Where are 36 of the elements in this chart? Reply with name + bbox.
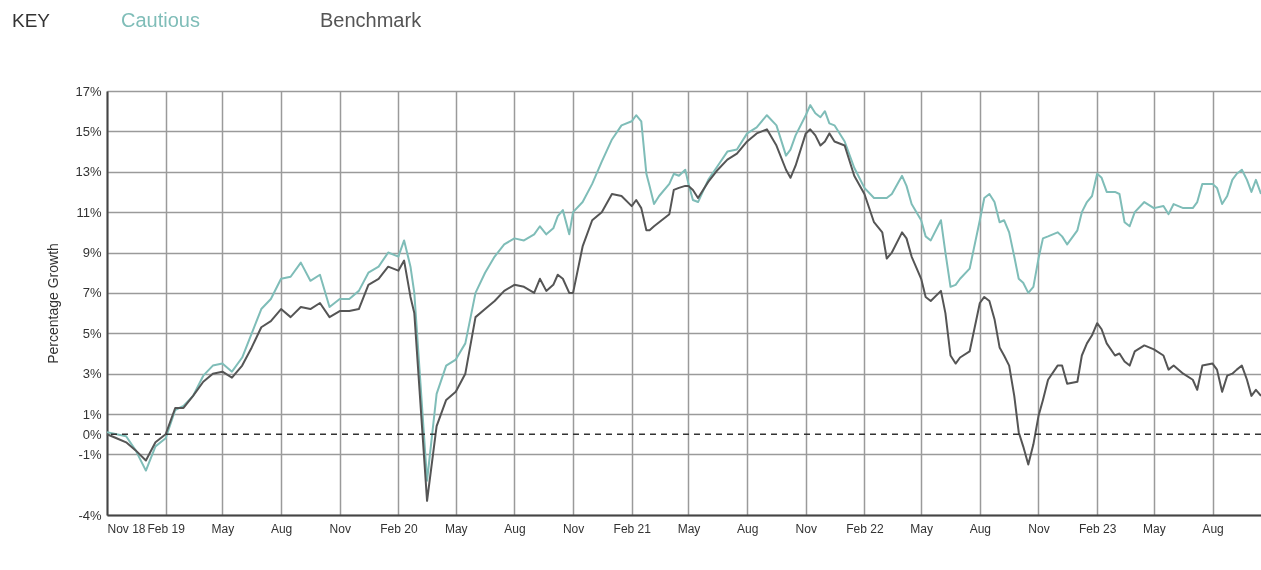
x-tick-label: Aug bbox=[504, 521, 526, 536]
x-tick-label: Feb 20 bbox=[380, 521, 418, 536]
y-tick-label: 13% bbox=[75, 164, 102, 180]
x-tick-label: Feb 19 bbox=[147, 521, 186, 536]
x-tick-label: Feb 22 bbox=[846, 521, 884, 536]
legend-title: KEY bbox=[12, 10, 51, 31]
y-tick-label: 11% bbox=[76, 204, 102, 220]
y-tick-label: 5% bbox=[82, 325, 102, 341]
y-tick-label: 3% bbox=[82, 366, 102, 382]
text: Benchmark bbox=[320, 9, 423, 31]
x-tick-label: May bbox=[910, 521, 934, 536]
x-tick-label: May bbox=[211, 521, 235, 536]
x-tick-label: May bbox=[677, 521, 701, 536]
x-tick-label: Nov bbox=[562, 521, 585, 536]
y-tick-label: 17% bbox=[75, 83, 102, 99]
y-tick-label: 1% bbox=[82, 406, 102, 422]
x-tick-label: Nov bbox=[1028, 521, 1050, 536]
x-tick-label: May bbox=[1143, 521, 1166, 536]
x-tick-label: Aug bbox=[969, 521, 992, 536]
x-tick-label: Nov bbox=[795, 521, 817, 536]
x-tick-label: Nov bbox=[329, 521, 351, 536]
y-tick-label: 15% bbox=[75, 123, 102, 139]
y-axis-title: Percentage Growth bbox=[45, 243, 62, 364]
x-tick-label: Feb 21 bbox=[613, 521, 652, 536]
y-tick-label: 0% bbox=[82, 426, 102, 442]
text: Cautious bbox=[121, 9, 200, 31]
y-tick-label: 9% bbox=[82, 245, 102, 261]
x-tick-label: Aug bbox=[1202, 521, 1224, 536]
x-tick-label: Nov 18 bbox=[107, 521, 146, 536]
x-tick-label: Aug bbox=[270, 521, 293, 536]
y-tick-label: -1% bbox=[78, 446, 102, 462]
y-tick-label: 7% bbox=[82, 285, 102, 301]
x-tick-label: Aug bbox=[736, 521, 759, 536]
x-tick-label: May bbox=[444, 521, 468, 536]
x-tick-label: Feb 23 bbox=[1078, 521, 1117, 536]
y-tick-label: -4% bbox=[78, 507, 102, 523]
